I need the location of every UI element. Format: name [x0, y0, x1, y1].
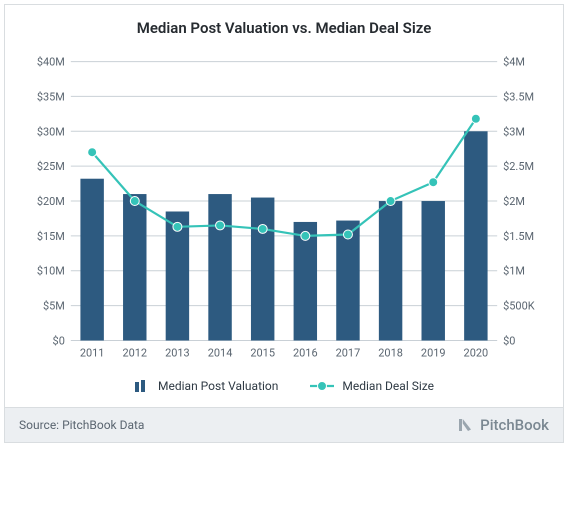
brand-text: PitchBook — [480, 416, 549, 434]
footer-bar: Source: PitchBook Data PitchBook — [5, 407, 563, 442]
svg-text:$3.5M: $3.5M — [503, 90, 534, 103]
svg-text:2016: 2016 — [293, 346, 318, 359]
legend-label-bars: Median Post Valuation — [158, 379, 278, 393]
svg-text:$1.5M: $1.5M — [503, 230, 534, 243]
bar — [379, 201, 402, 340]
svg-text:$2.5M: $2.5M — [503, 160, 534, 173]
svg-text:$0: $0 — [503, 334, 515, 347]
chart-card: Median Post Valuation vs. Median Deal Si… — [4, 4, 564, 443]
chart-svg: $0 $0 $5M $500K $10M $1M $15M $1.5M $20M $2M $25M $… — [25, 49, 543, 369]
bar — [421, 201, 444, 340]
svg-text:2013: 2013 — [165, 346, 190, 359]
legend-item-line: Median Deal Size — [310, 379, 434, 393]
svg-text:$20M: $20M — [37, 195, 65, 208]
brand-icon — [456, 416, 474, 434]
svg-text:$35M: $35M — [37, 90, 65, 103]
line-marker — [258, 224, 267, 233]
line-marker — [130, 197, 139, 206]
svg-text:$40M: $40M — [37, 56, 65, 69]
svg-text:$0: $0 — [53, 334, 65, 347]
legend-item-bars: Median Post Valuation — [134, 379, 278, 393]
svg-text:$1M: $1M — [503, 265, 525, 278]
legend-swatch-bars-icon — [134, 380, 150, 392]
legend-label-line: Median Deal Size — [342, 379, 434, 393]
bar — [80, 179, 103, 341]
svg-text:$3M: $3M — [503, 125, 525, 138]
line-marker — [471, 114, 480, 123]
brand: PitchBook — [456, 416, 549, 434]
bar — [251, 198, 274, 341]
svg-text:$5M: $5M — [43, 300, 65, 313]
svg-text:$500K: $500K — [503, 300, 535, 313]
line-marker — [88, 148, 97, 157]
bar — [464, 131, 487, 340]
chart-title: Median Post Valuation vs. Median Deal Si… — [5, 5, 563, 41]
legend-swatch-line-icon — [310, 380, 334, 392]
bar — [208, 194, 231, 340]
bar — [123, 194, 146, 340]
svg-text:2011: 2011 — [80, 346, 105, 359]
svg-text:$30M: $30M — [37, 125, 65, 138]
svg-text:2018: 2018 — [378, 346, 403, 359]
line-marker — [343, 230, 352, 239]
svg-text:2019: 2019 — [421, 346, 446, 359]
svg-text:$25M: $25M — [37, 160, 65, 173]
line-marker — [216, 221, 225, 230]
svg-text:$15M: $15M — [37, 230, 65, 243]
svg-text:2012: 2012 — [122, 346, 147, 359]
svg-text:2014: 2014 — [208, 346, 233, 359]
svg-text:2020: 2020 — [464, 346, 489, 359]
line-marker — [301, 231, 310, 240]
svg-text:$2M: $2M — [503, 195, 525, 208]
line-marker — [173, 222, 182, 231]
svg-text:2015: 2015 — [250, 346, 275, 359]
svg-text:$4M: $4M — [503, 56, 525, 69]
svg-text:2017: 2017 — [336, 346, 361, 359]
legend: Median Post Valuation Median Deal Size — [5, 369, 563, 407]
chart-plot: $0 $0 $5M $500K $10M $1M $15M $1.5M $20M $2M $25M $… — [25, 49, 543, 369]
svg-text:$10M: $10M — [37, 265, 65, 278]
line-series — [92, 119, 476, 236]
line-marker — [386, 197, 395, 206]
source-text: Source: PitchBook Data — [19, 418, 144, 432]
line-marker — [429, 178, 438, 187]
